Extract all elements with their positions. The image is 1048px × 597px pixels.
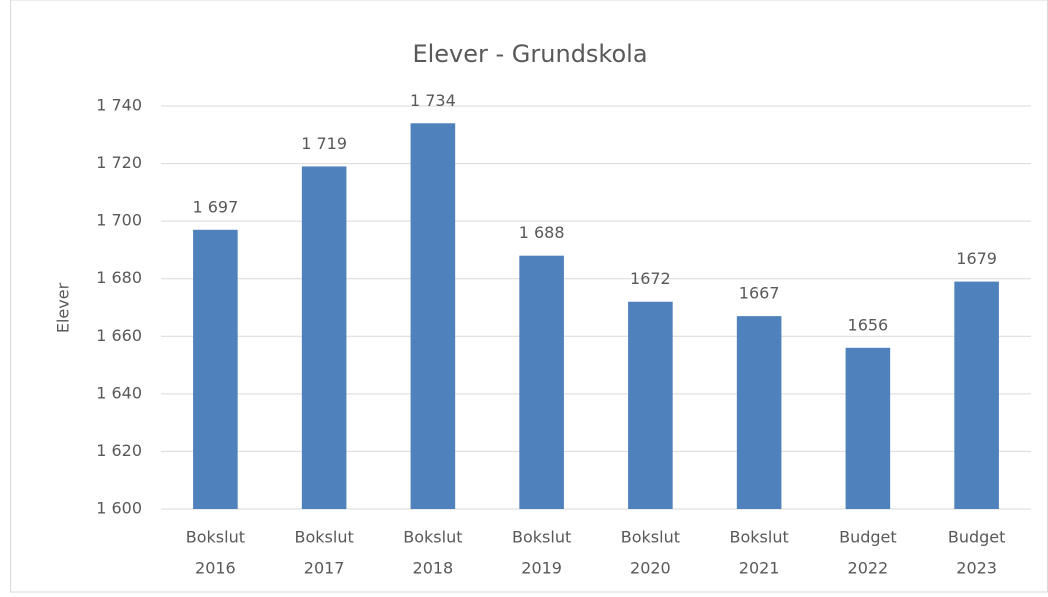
x-tick-label: Bokslut [512,528,571,547]
x-tick-label: 2017 [304,559,345,578]
y-tick-label: 1 660 [96,326,142,345]
y-tick-label: 1 700 [96,211,142,230]
bar [519,255,564,509]
y-axis-label: Elever [54,282,73,333]
data-label: 1672 [630,269,671,288]
y-tick-label: 1 600 [96,499,142,518]
bar [954,281,999,509]
bar [410,123,456,510]
x-tick-label: 2016 [195,559,236,578]
bar [628,301,673,509]
y-tick-label: 1 720 [96,153,142,172]
y-tick-label: 1 680 [96,268,142,287]
x-tick-label: Bokslut [403,528,462,547]
x-tick-label: Bokslut [186,528,245,547]
x-tick-label: Bokslut [621,528,680,547]
data-label: 1 688 [519,223,565,242]
x-tick-label: Budget [948,528,1006,547]
data-label: 1656 [848,315,889,334]
chart-title: Elever - Grundskola [412,40,647,68]
data-label: 1 734 [410,91,456,110]
x-tick-label: 2019 [521,559,562,578]
data-label: 1679 [956,249,997,268]
x-tick-label: 2020 [630,559,671,578]
bar [301,166,347,509]
data-label: 1667 [739,284,780,303]
y-tick-label: 1 740 [96,96,142,115]
y-tick-label: 1 640 [96,383,142,402]
x-tick-label: 2018 [413,559,454,578]
data-label: 1 697 [192,197,238,216]
y-tick-label: 1 620 [96,441,142,460]
bar [193,229,238,509]
x-tick-label: 2021 [739,559,780,578]
x-tick-label: Bokslut [730,528,789,547]
bar [845,347,891,509]
data-label: 1 719 [301,134,347,153]
bar [736,316,782,509]
x-tick-label: Budget [839,528,897,547]
x-tick-label: 2023 [956,559,997,578]
x-tick-label: Bokslut [295,528,354,547]
x-tick-label: 2022 [848,559,889,578]
